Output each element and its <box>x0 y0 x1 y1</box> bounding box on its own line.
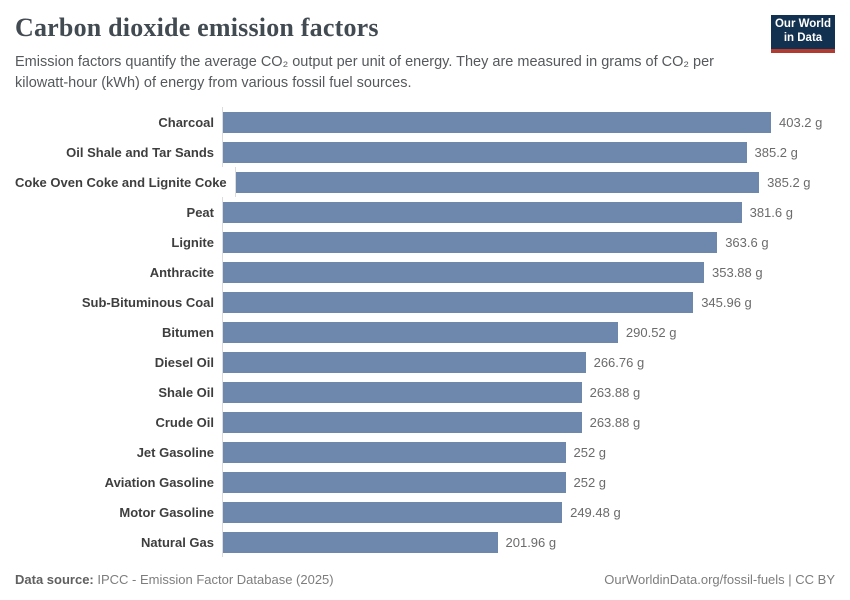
bar-value: 266.76 g <box>593 354 645 370</box>
bar-row: Sub-Bituminous Coal 345.96 g <box>15 287 850 318</box>
bar[interactable] <box>223 111 771 133</box>
bar-label[interactable]: Charcoal <box>158 114 214 130</box>
bar-label[interactable]: Lignite <box>171 234 214 250</box>
bar-label[interactable]: Coke Oven Coke and Lignite Coke <box>15 174 227 190</box>
bar-plot-area: 263.88 g <box>222 407 850 438</box>
chart-footer: Data source: IPCC - Emission Factor Data… <box>15 572 835 587</box>
data-source-text: IPCC - Emission Factor Database (2025) <box>93 572 334 587</box>
bar-row: Peat 381.6 g <box>15 197 850 228</box>
bar-plot-area: 252 g <box>222 437 850 468</box>
bar-label[interactable]: Natural Gas <box>141 534 214 550</box>
bar-row: Natural Gas 201.96 g <box>15 527 850 558</box>
bar[interactable] <box>223 471 566 493</box>
bar[interactable] <box>223 231 718 253</box>
bar-label[interactable]: Shale Oil <box>158 384 214 400</box>
bar-value: 252 g <box>573 444 607 460</box>
bar-label[interactable]: Jet Gasoline <box>136 444 214 460</box>
bar-plot-area: 290.52 g <box>222 317 850 348</box>
bar-row: Crude Oil 263.88 g <box>15 407 850 438</box>
bar[interactable] <box>223 531 498 553</box>
bar[interactable] <box>223 201 742 223</box>
bar-plot-area: 385.2 g <box>222 137 850 168</box>
bar-plot-area: 385.2 g <box>234 167 850 198</box>
bar-value: 263.88 g <box>589 414 641 430</box>
chart-header: Carbon dioxide emission factors Emission… <box>0 0 850 94</box>
bar-label[interactable]: Anthracite <box>149 264 214 280</box>
bar-value: 252 g <box>573 474 607 490</box>
bar-value: 403.2 g <box>779 114 823 130</box>
bar[interactable] <box>223 411 582 433</box>
bar[interactable] <box>223 501 563 523</box>
bar-plot-area: 249.48 g <box>222 497 850 528</box>
bar-label[interactable]: Crude Oil <box>155 414 214 430</box>
bar-label[interactable]: Aviation Gasoline <box>104 474 214 490</box>
bar-row: Diesel Oil 266.76 g <box>15 347 850 378</box>
bar[interactable] <box>223 291 694 313</box>
bar-label[interactable]: Bitumen <box>162 324 214 340</box>
bar-plot-area: 263.88 g <box>222 377 850 408</box>
bar-chart: Charcoal 403.2 g Oil Shale and Tar Sands… <box>0 107 850 558</box>
bar[interactable] <box>235 171 760 193</box>
bar-plot-area: 266.76 g <box>222 347 850 378</box>
bar[interactable] <box>223 261 704 283</box>
bar-plot-area: 353.88 g <box>222 257 850 288</box>
owid-logo-line1: Our World <box>774 18 831 31</box>
bar-plot-area: 252 g <box>222 467 850 498</box>
bar-value: 290.52 g <box>625 324 677 340</box>
bar-row: Aviation Gasoline 252 g <box>15 467 850 498</box>
bar-plot-area: 345.96 g <box>222 287 850 318</box>
bar-row: Motor Gasoline 249.48 g <box>15 497 850 528</box>
bar-label[interactable]: Oil Shale and Tar Sands <box>66 144 214 160</box>
chart-subtitle: Emission factors quantify the average CO… <box>15 54 715 92</box>
bar[interactable] <box>223 381 582 403</box>
data-source: Data source: IPCC - Emission Factor Data… <box>15 572 334 587</box>
bar-row: Shale Oil 263.88 g <box>15 377 850 408</box>
bar[interactable] <box>223 441 566 463</box>
bar-value: 353.88 g <box>712 264 763 280</box>
bar-plot-area: 403.2 g <box>222 107 850 138</box>
owid-logo[interactable]: Our World in Data <box>771 15 835 53</box>
bar-value: 249.48 g <box>570 504 621 520</box>
bar-row: Jet Gasoline 252 g <box>15 437 850 468</box>
bar[interactable] <box>223 351 586 373</box>
header-text: Carbon dioxide emission factors Emission… <box>15 13 735 94</box>
bar-row: Bitumen 290.52 g <box>15 317 850 348</box>
bar-value: 385.2 g <box>767 174 811 190</box>
bar-row: Charcoal 403.2 g <box>15 107 850 138</box>
bar-row: Anthracite 353.88 g <box>15 257 850 288</box>
bar-value: 263.88 g <box>589 384 641 400</box>
bar-value: 381.6 g <box>749 204 793 220</box>
chart-title: Carbon dioxide emission factors <box>15 13 379 42</box>
bar-label[interactable]: Motor Gasoline <box>119 504 214 520</box>
bar-label[interactable]: Diesel Oil <box>154 354 214 370</box>
attribution-link[interactable]: OurWorldinData.org/fossil-fuels | CC BY <box>604 572 835 587</box>
bar-value: 385.2 g <box>754 144 798 160</box>
owid-logo-line2: in Data <box>783 32 823 44</box>
bar-plot-area: 363.6 g <box>222 227 850 258</box>
bar-row: Oil Shale and Tar Sands 385.2 g <box>15 137 850 168</box>
bar-row: Coke Oven Coke and Lignite Coke 385.2 g <box>15 167 850 198</box>
bar-plot-area: 381.6 g <box>222 197 850 228</box>
bar[interactable] <box>223 141 747 163</box>
bar-row: Lignite 363.6 g <box>15 227 850 258</box>
bar-label[interactable]: Peat <box>186 204 214 220</box>
bar-label[interactable]: Sub-Bituminous Coal <box>81 294 214 310</box>
bar-value: 345.96 g <box>701 294 752 310</box>
bar-plot-area: 201.96 g <box>222 527 850 558</box>
bar[interactable] <box>223 321 618 343</box>
bar-value: 363.6 g <box>725 234 769 250</box>
data-source-label: Data source: <box>15 572 94 587</box>
bar-value: 201.96 g <box>505 534 557 550</box>
